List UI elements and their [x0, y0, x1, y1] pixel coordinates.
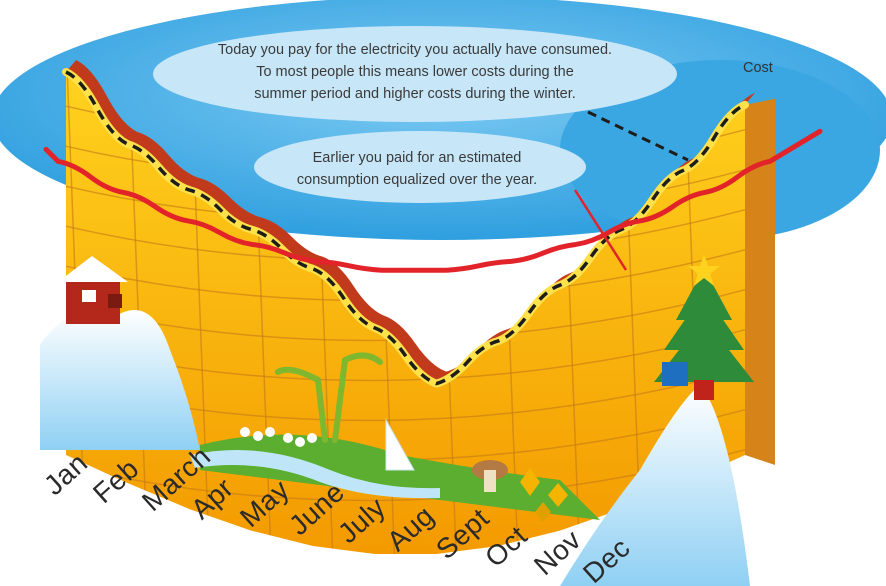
- annotation-line-2: To most people this means lower costs du…: [256, 64, 574, 80]
- annotation-actual-consumption: Today you pay for the electricity you ac…: [175, 34, 655, 114]
- annotation-bubble-actual: [153, 26, 677, 122]
- summer-ground: [200, 434, 600, 520]
- annotation-line-1: Today you pay for the electricity you ac…: [217, 42, 613, 58]
- pointer-actual: [587, 110, 689, 162]
- flowers-illustration: [240, 427, 317, 447]
- right-snow-drift: [560, 385, 750, 586]
- sailboat-illustration: [385, 418, 415, 471]
- annotation-line-4: Earlier you paid for an estimated: [312, 150, 522, 166]
- left-snow-drift: [40, 310, 200, 450]
- mushroom-illustration: [472, 460, 508, 492]
- y-axis-label: Cost: [743, 60, 773, 76]
- equalized-cost-series-line: [43, 128, 823, 273]
- red-house-illustration: [58, 256, 128, 324]
- annotation-line-5: consumption equalized over the year.: [296, 172, 538, 188]
- autumn-leaves-illustration: [520, 468, 568, 522]
- annotation-bubble-estimated: [254, 131, 586, 203]
- gift-boxes-illustration: [662, 362, 714, 400]
- panel-side: [745, 98, 775, 466]
- plant-illustration: [275, 352, 383, 443]
- river: [190, 450, 440, 499]
- pointer-estimated: [573, 189, 628, 271]
- annotation-estimated-consumption: Earlier you paid for an estimated consum…: [262, 140, 572, 194]
- annotation-line-3: summer period and higher costs during th…: [254, 86, 576, 102]
